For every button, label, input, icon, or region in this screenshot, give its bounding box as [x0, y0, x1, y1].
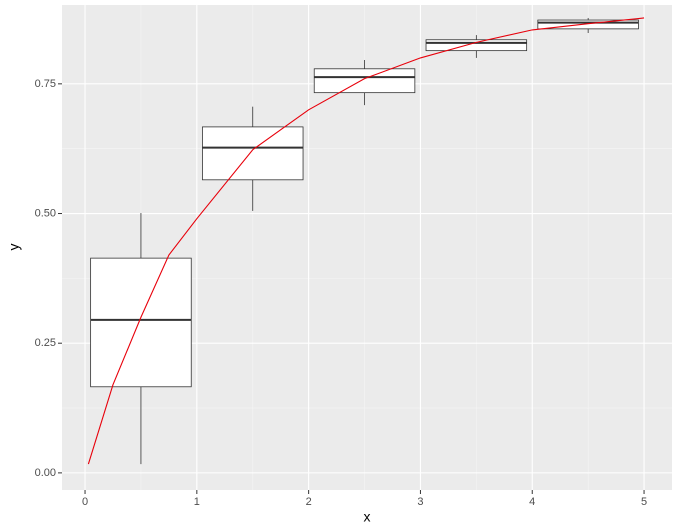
- box: [537, 19, 639, 30]
- box: [202, 126, 304, 181]
- curve: [87, 17, 645, 465]
- x-tick-label: 0: [82, 496, 88, 508]
- box: [90, 257, 192, 388]
- box: [313, 68, 416, 94]
- x-tick-label: 1: [194, 496, 200, 508]
- y-axis-title: y: [6, 244, 22, 251]
- x-axis-title: x: [364, 509, 371, 525]
- x-tick-label: 3: [417, 496, 423, 508]
- box: [425, 39, 528, 52]
- y-tick-label: 0.25: [35, 337, 56, 349]
- x-tick-label: 5: [641, 496, 647, 508]
- x-tick-label: 2: [306, 496, 312, 508]
- y-tick-label: 0.00: [35, 467, 56, 479]
- y-tick-label: 0.75: [35, 78, 56, 90]
- y-tick-label: 0.50: [35, 207, 56, 219]
- x-tick-label: 4: [529, 496, 535, 508]
